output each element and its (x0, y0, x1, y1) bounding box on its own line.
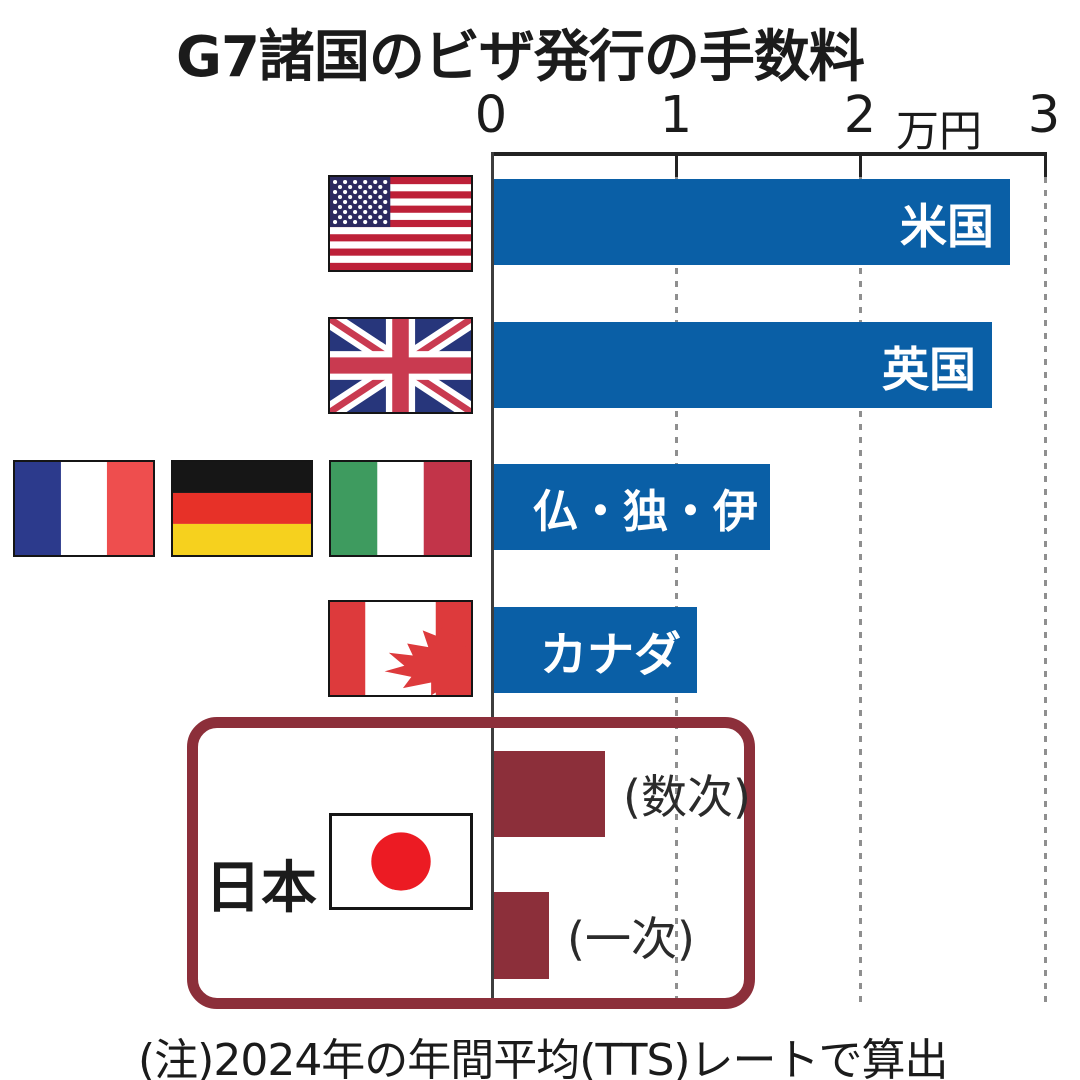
bar-label-canada: カナダ (540, 627, 681, 683)
bar-japan-multiple (494, 751, 605, 837)
france-flag (13, 460, 155, 557)
japan-highlight-box (187, 717, 755, 1009)
gridline-3 (1044, 177, 1047, 1005)
axis-tick-label-0: 0 (474, 86, 508, 145)
bar-label-japan-multiple: (数次) (623, 770, 751, 824)
gridline-2 (859, 177, 862, 1005)
gridline-1 (675, 177, 678, 1005)
plot-area: 米国 英国 仏・独・伊 カナダ (数次) (一次) (494, 179, 1054, 1079)
axis-tick-3 (1044, 152, 1047, 177)
axis-unit-label: 万円 (896, 107, 982, 157)
bar-japan-single (494, 892, 549, 979)
japan-group-label: 日本 (205, 856, 317, 921)
germany-flag (171, 460, 313, 557)
canada-flag (328, 600, 473, 697)
bar-row-uk: 英国 (494, 322, 992, 408)
us-stars (333, 179, 388, 225)
axis-tick-label-1: 1 (659, 86, 693, 145)
axis-ruler (491, 152, 1047, 156)
bar-row-usa: 米国 (494, 179, 1010, 265)
axis-tick-1 (675, 152, 678, 177)
uk-flag (328, 317, 473, 414)
japan-flag (329, 813, 473, 910)
bar-fr-de-it: 仏・独・伊 (494, 464, 770, 550)
bar-label-japan-single: (一次) (567, 911, 695, 966)
page-title: G7諸国のビザ発行の手数料 (176, 25, 865, 90)
axis-tick-label-2: 2 (843, 86, 877, 145)
bar-row-japan-single: (一次) (494, 892, 695, 979)
bar-label-usa: 米国 (900, 199, 994, 255)
axis-tick-2 (859, 152, 862, 177)
bar-canada: カナダ (494, 607, 697, 693)
rising-sun-circle (371, 832, 431, 891)
bar-row-fr-de-it: 仏・独・伊 (494, 464, 770, 550)
bar-uk: 英国 (494, 322, 992, 408)
us-flag (328, 175, 473, 272)
axis-tick-label-3: 3 (1027, 86, 1061, 145)
italy-flag (329, 460, 472, 557)
axis-zero-line (491, 152, 494, 1004)
bar-usa: 米国 (494, 179, 1010, 265)
bar-label-uk: 英国 (882, 342, 976, 398)
maple-leaf-icon (384, 630, 427, 679)
bar-row-canada: カナダ (494, 607, 697, 693)
bar-label-fr-de-it: 仏・独・伊 (532, 484, 758, 538)
bar-row-japan-multiple: (数次) (494, 751, 751, 837)
footnote: (注)2024年の年間平均(TTS)レートで算出 (138, 1035, 949, 1080)
